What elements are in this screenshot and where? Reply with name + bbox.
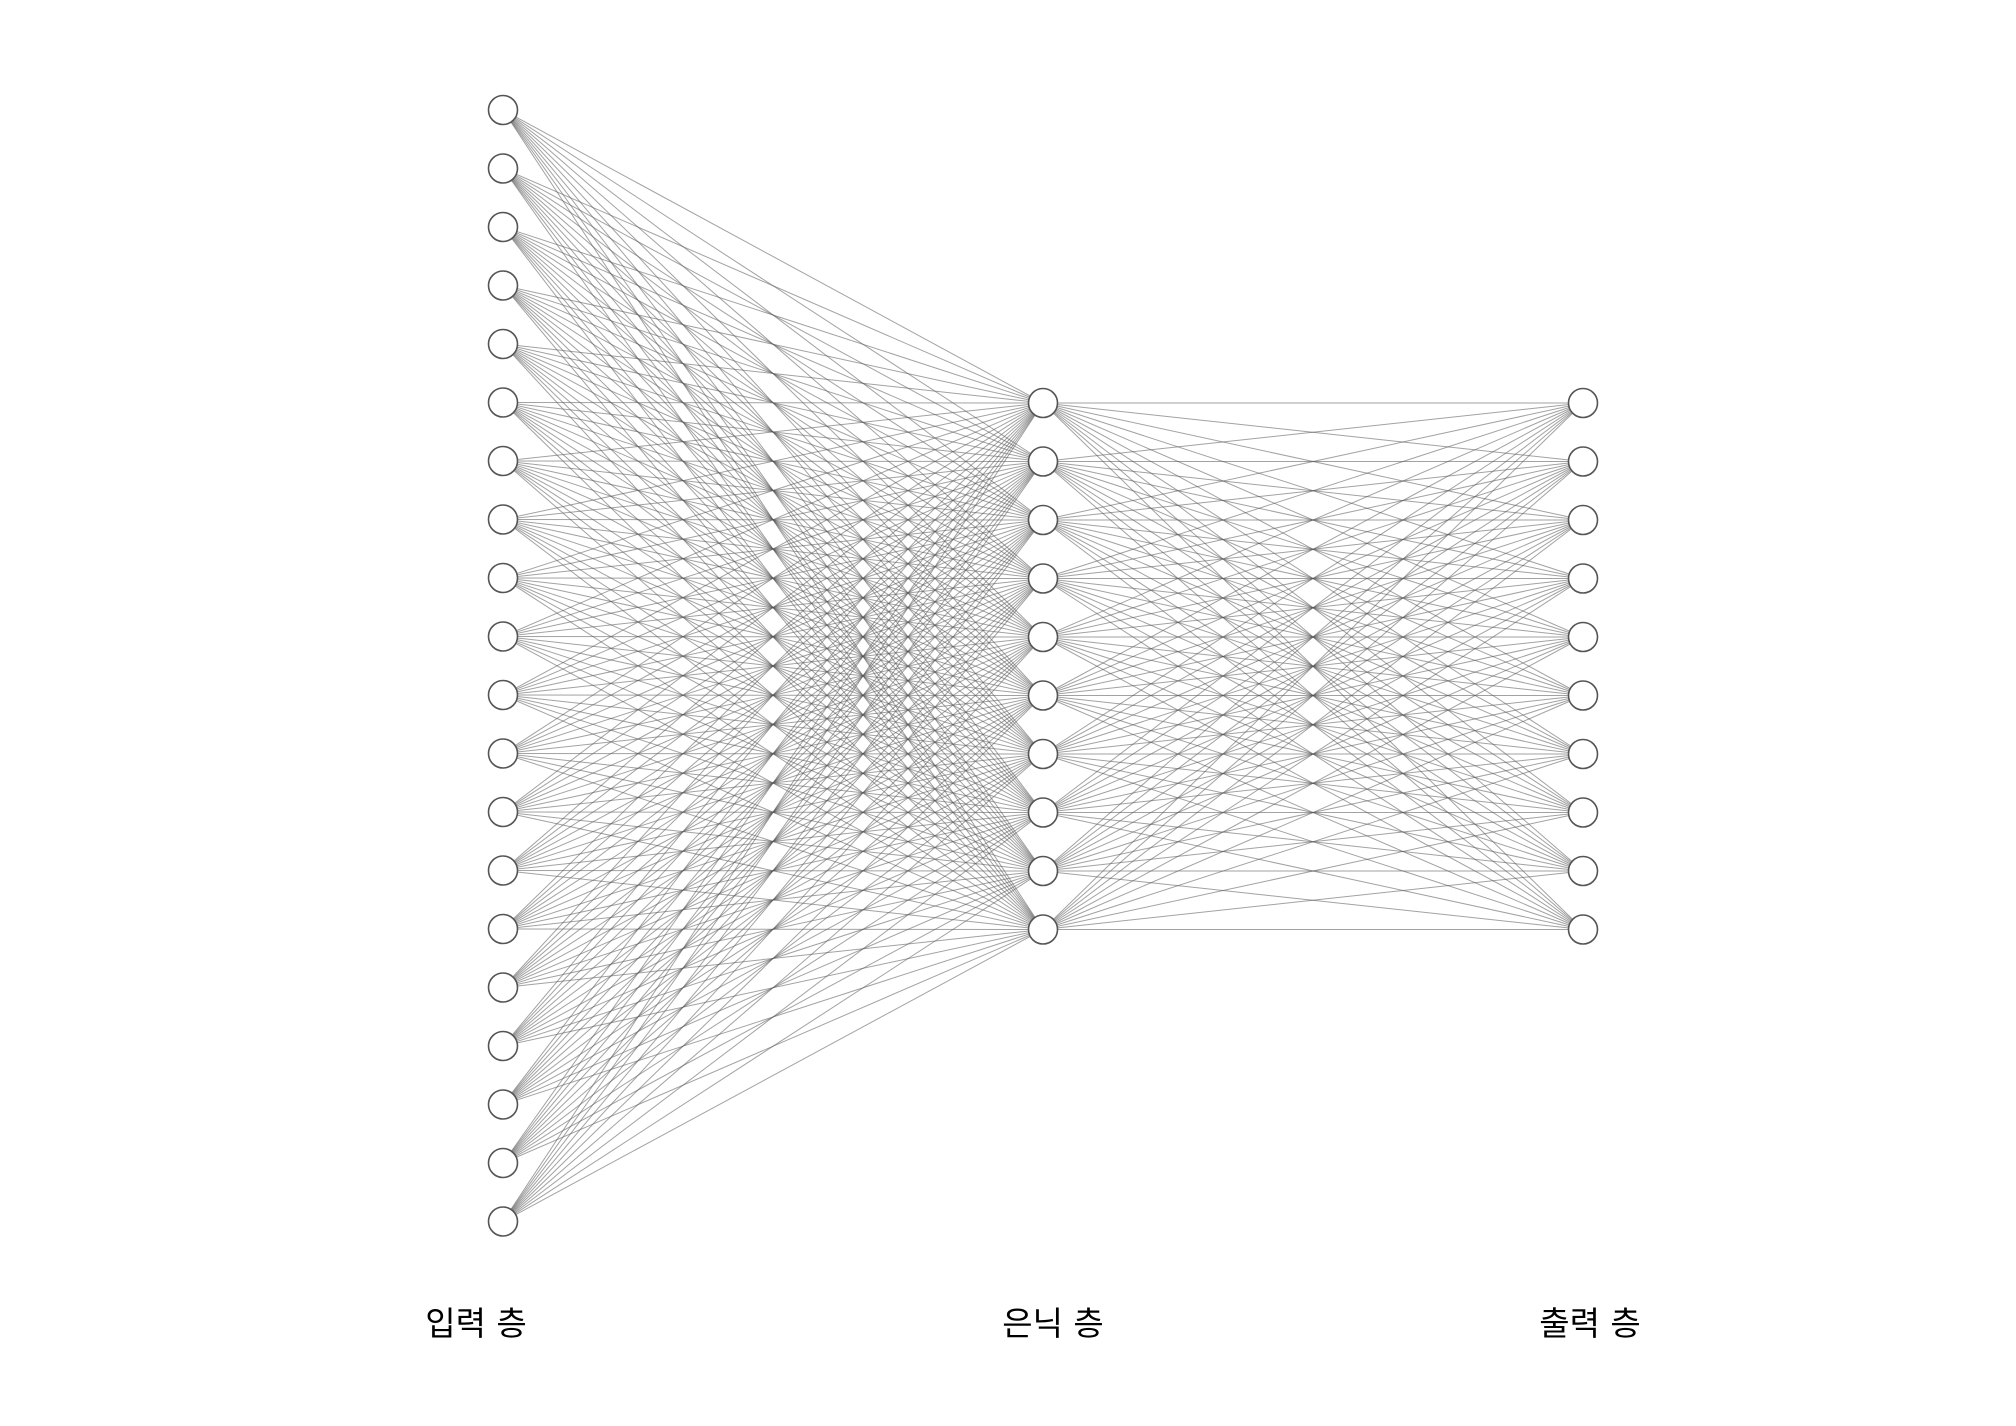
- input-neuron-17: [487, 1030, 519, 1062]
- hidden-neuron-10: [1027, 914, 1059, 945]
- connection-input-20-to-hidden-8: [502, 812, 1044, 1222]
- connection-input-15-to-hidden-1: [502, 402, 1044, 930]
- input-neuron-1: [487, 94, 519, 126]
- output-neuron-9: [1567, 855, 1599, 887]
- connection-hidden-8-to-output-1: [1042, 402, 1584, 813]
- connections: [502, 109, 1584, 1222]
- input-neuron-5: [487, 328, 519, 360]
- connection-hidden-2-to-output-1: [1042, 402, 1584, 462]
- hidden-neuron-1: [1027, 387, 1059, 419]
- connection-input-20-to-hidden-7: [502, 753, 1044, 1222]
- input-neuron-6: [487, 387, 519, 418]
- connection-input-16-to-hidden-1: [502, 402, 1044, 988]
- input-neuron-11: [487, 679, 519, 711]
- connection-hidden-10-to-output-6: [1042, 695, 1584, 930]
- connection-input-19-to-hidden-1: [502, 402, 1044, 1164]
- connection-input-20-to-hidden-2: [502, 461, 1044, 1222]
- connection-input-1-to-hidden-1: [502, 109, 1044, 404]
- connection-hidden-5-to-output-1: [1042, 402, 1584, 638]
- output-neuron-2: [1567, 446, 1599, 477]
- connection-hidden-10-to-output-5: [1042, 636, 1584, 930]
- connection-hidden-3-to-output-1: [1042, 402, 1584, 521]
- output-neuron-8: [1567, 797, 1599, 828]
- hidden-neuron-7: [1027, 738, 1059, 770]
- connection-input-5-to-hidden-1: [502, 343, 1044, 404]
- connection-input-11-to-hidden-1: [502, 402, 1044, 696]
- input-neuron-20: [487, 1206, 519, 1237]
- connection-input-6-to-hidden-1: [502, 402, 1044, 404]
- input-neuron-2: [487, 153, 519, 184]
- connection-input-12-to-hidden-1: [502, 402, 1044, 754]
- connection-hidden-6-to-output-1: [1042, 402, 1584, 696]
- connection-input-20-to-hidden-6: [502, 695, 1044, 1222]
- output-neuron-6: [1567, 680, 1599, 711]
- connection-input-20-to-hidden-3: [502, 519, 1044, 1222]
- connection-input-18-to-hidden-1: [502, 402, 1044, 1105]
- input-neuron-3: [487, 211, 519, 243]
- output-neuron-3: [1567, 504, 1599, 536]
- input-neuron-15: [487, 913, 519, 945]
- connection-input-14-to-hidden-1: [502, 402, 1044, 871]
- hidden-neuron-4: [1027, 563, 1059, 594]
- input-neuron-8: [487, 504, 519, 535]
- output-neuron-1: [1567, 387, 1599, 419]
- connection-hidden-7-to-output-1: [1042, 402, 1584, 755]
- connection-hidden-10-to-output-9: [1042, 870, 1584, 930]
- connection-input-10-to-hidden-1: [502, 402, 1044, 637]
- connection-hidden-10-to-output-7: [1042, 753, 1584, 930]
- input-neuron-9: [487, 562, 519, 594]
- connection-input-9-to-hidden-1: [502, 402, 1044, 579]
- neurons: [487, 94, 1599, 1237]
- input-neuron-14: [487, 855, 519, 886]
- hidden-neuron-5: [1027, 621, 1059, 653]
- hidden-neuron-8: [1027, 797, 1059, 828]
- connection-input-2-to-hidden-1: [502, 168, 1044, 404]
- connection-hidden-10-to-output-8: [1042, 812, 1584, 930]
- connection-hidden-10-to-output-4: [1042, 578, 1584, 930]
- output-layer-label: 출력 층: [1539, 1304, 1641, 1343]
- input-neuron-19: [487, 1147, 519, 1179]
- output-neuron-4: [1567, 563, 1599, 594]
- connection-hidden-10-to-output-1: [1042, 402, 1584, 930]
- connection-input-13-to-hidden-1: [502, 402, 1044, 813]
- connection-hidden-9-to-output-1: [1042, 402, 1584, 872]
- connection-input-20-to-hidden-10: [502, 929, 1044, 1222]
- connection-input-8-to-hidden-1: [502, 402, 1044, 520]
- hidden-layer-label: 은닉 층: [1002, 1304, 1104, 1343]
- connection-input-20-to-hidden-1: [502, 402, 1044, 1222]
- input-neuron-18: [487, 1089, 519, 1120]
- input-neuron-12: [487, 738, 519, 769]
- input-neuron-10: [487, 621, 519, 652]
- output-neuron-7: [1567, 738, 1599, 770]
- connection-input-20-to-hidden-4: [502, 578, 1044, 1222]
- output-neuron-5: [1567, 621, 1599, 653]
- input-layer-label: 입력 층: [425, 1304, 527, 1343]
- input-neuron-13: [487, 796, 519, 828]
- output-neuron-10: [1567, 914, 1599, 945]
- connection-input-17-to-hidden-1: [502, 402, 1044, 1047]
- hidden-neuron-3: [1027, 504, 1059, 536]
- input-neuron-7: [487, 445, 519, 477]
- input-neuron-16: [487, 972, 519, 1003]
- hidden-neuron-2: [1027, 446, 1059, 477]
- hidden-neuron-9: [1027, 855, 1059, 887]
- connection-hidden-10-to-output-2: [1042, 461, 1584, 930]
- connection-input-4-to-hidden-1: [502, 285, 1044, 404]
- connection-input-20-to-hidden-9: [502, 870, 1044, 1222]
- connection-hidden-4-to-output-1: [1042, 402, 1584, 579]
- connection-input-3-to-hidden-1: [502, 226, 1044, 404]
- hidden-neuron-6: [1027, 680, 1059, 711]
- connection-input-7-to-hidden-1: [502, 402, 1044, 462]
- connection-hidden-10-to-output-3: [1042, 519, 1584, 930]
- connection-input-20-to-hidden-5: [502, 636, 1044, 1222]
- input-neuron-4: [487, 270, 519, 301]
